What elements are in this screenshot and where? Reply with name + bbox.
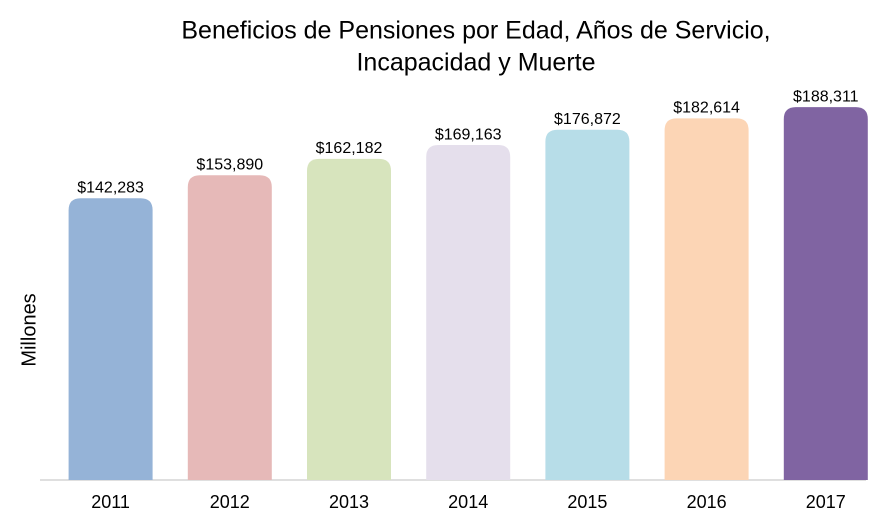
value-label: $142,283: [77, 179, 144, 196]
chart-title: Beneficios de Pensiones por Edad, Años d…: [181, 17, 770, 45]
value-label: $153,890: [196, 157, 263, 174]
bar: [783, 107, 868, 480]
value-label: $182,614: [673, 100, 740, 117]
bar: [664, 118, 749, 480]
bar: [307, 158, 391, 480]
chart-title: Incapacidad y Muerte: [356, 49, 595, 77]
value-label: $162,182: [316, 140, 383, 157]
x-tick-label: 2014: [448, 492, 488, 512]
bar: [426, 145, 511, 481]
value-label: $188,311: [793, 88, 859, 105]
x-tick-label: 2011: [91, 492, 130, 512]
bar: [545, 129, 630, 480]
x-tick-label: 2016: [687, 492, 727, 512]
x-tick-label: 2017: [806, 492, 846, 512]
x-tick-label: 2015: [567, 492, 607, 512]
x-tick-label: 2012: [210, 492, 250, 512]
value-label: $176,872: [554, 111, 621, 128]
y-axis-label: Millones: [18, 293, 40, 366]
bar: [68, 198, 153, 480]
value-label: $169,163: [435, 126, 502, 143]
x-tick-label: 2013: [329, 492, 369, 512]
bar: [187, 175, 272, 481]
